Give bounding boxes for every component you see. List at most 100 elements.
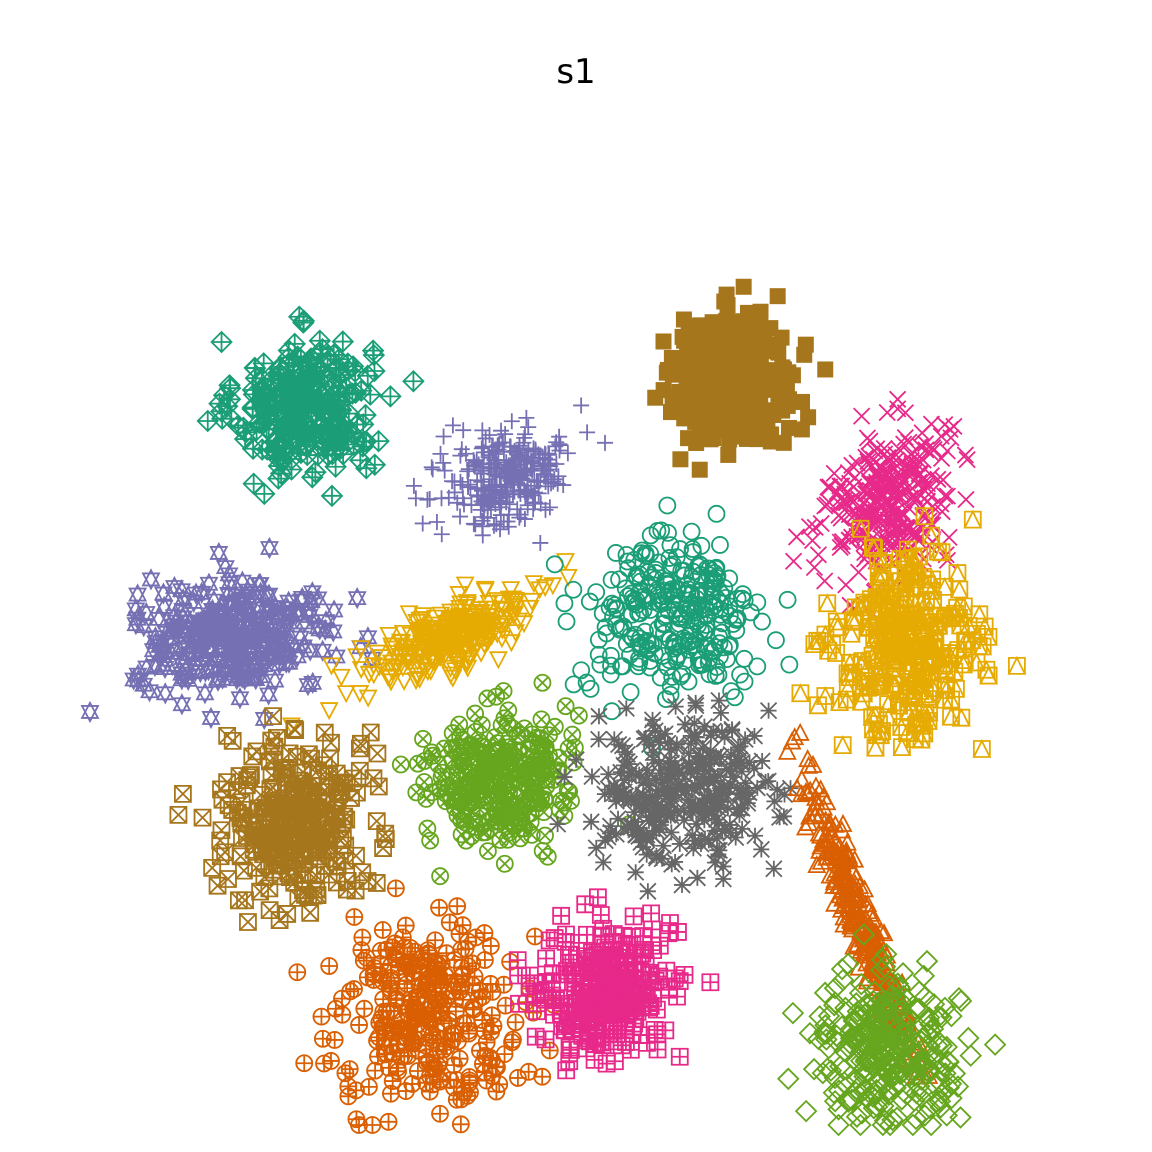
data-point: [419, 654, 439, 673]
data-point: [463, 954, 482, 973]
data-point: [938, 487, 957, 505]
data-point: [655, 608, 674, 626]
data-point: [903, 455, 921, 473]
data-point: [238, 579, 258, 602]
data-point: [230, 687, 250, 710]
data-point: [243, 356, 267, 380]
data-point: [380, 669, 400, 688]
data-point: [687, 815, 705, 833]
data-point: [506, 624, 525, 643]
data-point: [279, 415, 303, 439]
data-point: [457, 445, 474, 462]
data-point: [660, 651, 679, 669]
data-point: [480, 459, 497, 476]
data-point: [881, 493, 899, 512]
data-point: [648, 522, 667, 540]
data-point: [819, 478, 837, 496]
data-point: [503, 590, 523, 609]
data-point: [353, 928, 372, 947]
data-point: [937, 660, 957, 680]
data-point: [452, 508, 469, 525]
data-point: [141, 568, 161, 591]
data-point: [916, 703, 935, 722]
data-point: [610, 570, 628, 589]
data-point: [282, 391, 305, 414]
data-point: [887, 451, 905, 469]
data-point: [665, 587, 684, 605]
data-point: [817, 593, 837, 613]
data-point: [573, 397, 590, 414]
data-point: [587, 839, 605, 857]
data-point: [301, 466, 324, 489]
data-point: [442, 634, 462, 653]
data-point: [391, 648, 411, 667]
data-point: [532, 534, 549, 551]
data-point: [345, 908, 364, 926]
data-point: [475, 582, 495, 601]
data-point: [695, 789, 714, 808]
data-point: [903, 610, 923, 630]
data-point: [396, 916, 415, 935]
data-point: [972, 738, 992, 758]
data-point: [193, 808, 212, 827]
data-point: [471, 1041, 489, 1060]
data-point: [680, 359, 697, 376]
data-point: [728, 589, 747, 608]
data-point: [596, 785, 614, 803]
data-point: [864, 538, 884, 558]
data-point: [309, 342, 333, 365]
data-point: [765, 860, 783, 878]
data-point: [942, 429, 960, 447]
data-point: [602, 702, 621, 721]
data-point: [817, 361, 834, 378]
data-point: [666, 853, 684, 871]
data-point: [473, 473, 490, 490]
data-point: [669, 645, 688, 664]
data-point: [694, 655, 713, 673]
data-point: [709, 767, 727, 785]
data-point: [459, 463, 476, 480]
data-point: [467, 516, 484, 533]
data-point: [375, 1045, 394, 1064]
data-point: [509, 501, 526, 518]
data-point: [259, 599, 279, 622]
data-point: [891, 717, 911, 736]
data-point: [752, 303, 769, 320]
data-point: [526, 927, 544, 946]
data-point: [235, 602, 255, 626]
data-point: [815, 686, 835, 705]
data-point: [707, 658, 726, 676]
data-point: [601, 647, 620, 665]
series-c5: [80, 536, 382, 731]
data-point: [697, 620, 716, 639]
data-point: [537, 501, 554, 518]
data-point: [370, 1013, 389, 1032]
data-point: [911, 437, 929, 455]
series-c8: [790, 506, 1027, 758]
data-point: [555, 553, 575, 572]
data-point: [153, 653, 173, 676]
data-point: [520, 419, 537, 436]
data-point: [559, 445, 576, 462]
data-point: [514, 615, 534, 634]
data-point: [359, 383, 382, 406]
data-point: [319, 702, 339, 721]
data-point: [765, 792, 784, 811]
data-point: [845, 611, 865, 631]
data-point: [827, 1113, 850, 1137]
data-point: [892, 468, 910, 486]
data-point: [481, 449, 498, 466]
data-point: [501, 581, 521, 600]
data-point: [670, 615, 689, 633]
data-point: [711, 600, 730, 619]
data-point: [593, 604, 612, 623]
data-point: [830, 506, 848, 524]
data-point: [312, 364, 336, 387]
data-point: [713, 723, 731, 741]
data-point: [878, 403, 896, 422]
data-point: [891, 475, 910, 494]
data-point: [821, 478, 839, 496]
data-point: [404, 964, 423, 983]
data-point: [552, 437, 569, 454]
data-point: [298, 673, 318, 697]
